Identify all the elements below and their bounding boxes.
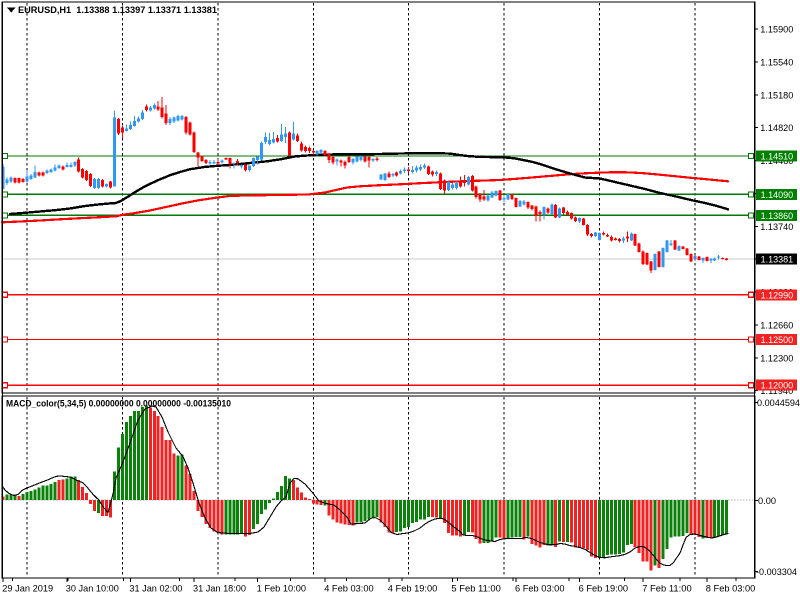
svg-text:0.0044594: 0.0044594 bbox=[757, 397, 800, 408]
svg-text:1.14510: 1.14510 bbox=[761, 151, 794, 162]
svg-text:6 Feb 03:00: 6 Feb 03:00 bbox=[515, 583, 565, 594]
svg-text:31 Jan 02:00: 31 Jan 02:00 bbox=[129, 583, 182, 594]
svg-text:30 Jan 10:00: 30 Jan 10:00 bbox=[66, 583, 119, 594]
svg-text:6 Feb 19:00: 6 Feb 19:00 bbox=[579, 583, 629, 594]
svg-text:1.13740: 1.13740 bbox=[760, 221, 793, 232]
svg-text:0.00: 0.00 bbox=[758, 495, 776, 506]
svg-text:29 Jan 2019: 29 Jan 2019 bbox=[2, 583, 53, 594]
svg-text:1.13860: 1.13860 bbox=[761, 210, 794, 221]
svg-text:1 Feb 10:00: 1 Feb 10:00 bbox=[257, 583, 307, 594]
svg-text:EURUSD,H1 1.13388 1.13397 1.1: EURUSD,H1 1.13388 1.13397 1.13371 1.1338… bbox=[18, 5, 217, 15]
svg-text:1.14820: 1.14820 bbox=[760, 122, 793, 133]
svg-text:1.15900: 1.15900 bbox=[760, 24, 793, 35]
svg-text:31 Jan 18:00: 31 Jan 18:00 bbox=[193, 583, 246, 594]
svg-text:4 Feb 19:00: 4 Feb 19:00 bbox=[388, 583, 438, 594]
svg-text:1.12660: 1.12660 bbox=[760, 319, 793, 330]
svg-text:1.12990: 1.12990 bbox=[761, 289, 794, 300]
svg-text:1.15180: 1.15180 bbox=[760, 89, 793, 100]
svg-text:1.12000: 1.12000 bbox=[761, 380, 794, 391]
svg-text:5 Feb 11:00: 5 Feb 11:00 bbox=[451, 583, 501, 594]
svg-text:MACD_color(5,34,5) 0.00000000: MACD_color(5,34,5) 0.00000000 0.00000000… bbox=[6, 399, 231, 409]
svg-text:-0.003304: -0.003304 bbox=[756, 566, 797, 577]
svg-text:1.15540: 1.15540 bbox=[760, 57, 793, 68]
svg-text:1.13381: 1.13381 bbox=[761, 254, 794, 265]
svg-text:1.14090: 1.14090 bbox=[761, 189, 794, 200]
svg-text:8 Feb 03:00: 8 Feb 03:00 bbox=[706, 583, 756, 594]
svg-text:1.12300: 1.12300 bbox=[760, 352, 793, 363]
svg-text:7 Feb 11:00: 7 Feb 11:00 bbox=[642, 583, 692, 594]
svg-text:1.12500: 1.12500 bbox=[761, 334, 794, 345]
svg-text:4 Feb 03:00: 4 Feb 03:00 bbox=[324, 583, 374, 594]
